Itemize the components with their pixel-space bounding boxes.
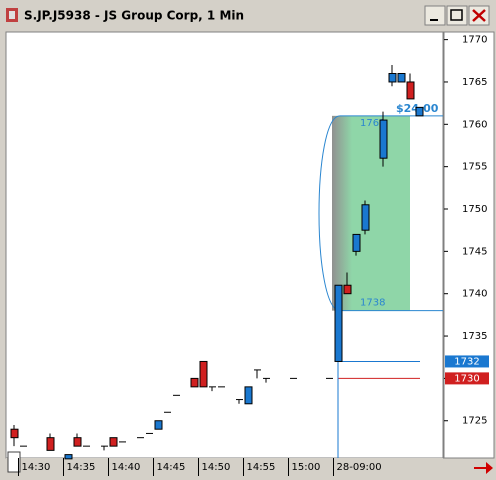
candle-body bbox=[46, 437, 55, 451]
candle-body bbox=[397, 72, 406, 83]
price-tag bbox=[445, 372, 489, 385]
candle-body bbox=[236, 399, 243, 401]
candle-body bbox=[218, 386, 225, 388]
candle-body bbox=[263, 377, 270, 379]
candle-body bbox=[173, 394, 180, 396]
y-tick-label: 1765 bbox=[462, 77, 487, 88]
y-tick-label: 1735 bbox=[462, 331, 487, 342]
candle-body bbox=[379, 119, 388, 159]
candle-body bbox=[64, 454, 73, 460]
y-tick-label: 1760 bbox=[462, 119, 487, 130]
x-tick-label: 14:35 bbox=[67, 462, 96, 473]
y-tick-label: 1745 bbox=[462, 246, 487, 257]
candle-body bbox=[101, 445, 108, 447]
close-button[interactable] bbox=[468, 5, 490, 26]
x-tick-label: 28-09:00 bbox=[337, 462, 382, 473]
candle-body bbox=[209, 386, 216, 388]
candle-body bbox=[164, 411, 171, 413]
candle-body bbox=[190, 377, 199, 388]
y-tick-label: 1755 bbox=[462, 162, 487, 173]
y-tick-label: 1770 bbox=[462, 35, 487, 46]
x-tick-label: 14:55 bbox=[247, 462, 276, 473]
candle-body bbox=[146, 432, 153, 434]
measure-low-label: 1738 bbox=[360, 298, 385, 309]
price-axis bbox=[443, 31, 495, 459]
y-tick-label: 1750 bbox=[462, 204, 487, 215]
candle-body bbox=[119, 441, 126, 443]
candle-body bbox=[199, 360, 208, 388]
price-tag bbox=[445, 355, 489, 368]
y-tick-label: 1740 bbox=[462, 289, 487, 300]
plot-layer: 1725 1730 1735 1740 1745 1750 1755 1760 1765 1770… bbox=[10, 35, 489, 476]
x-tick-label: 14:50 bbox=[202, 462, 231, 473]
measure-arc bbox=[318, 115, 341, 312]
scroll-box[interactable] bbox=[7, 451, 21, 473]
candle-body bbox=[326, 377, 333, 379]
price-tag-label: 1732 bbox=[454, 356, 479, 367]
x-tick-label: 14:45 bbox=[157, 462, 186, 473]
candle-body bbox=[83, 445, 90, 447]
candle-body bbox=[244, 386, 253, 405]
app-icon-inner bbox=[9, 11, 15, 19]
maximize-button[interactable] bbox=[446, 5, 468, 26]
y-tick-label: 1725 bbox=[462, 416, 487, 427]
candle-body bbox=[154, 420, 163, 430]
candle-body bbox=[290, 377, 297, 379]
candle-body bbox=[254, 369, 261, 371]
window-title: S.JP.J5938 - JS Group Corp, 1 Min bbox=[24, 9, 244, 23]
candle-body bbox=[20, 445, 27, 447]
candle-body bbox=[137, 437, 144, 439]
measure-shade bbox=[332, 115, 352, 311]
candle-body bbox=[361, 204, 370, 231]
candle-body bbox=[109, 437, 118, 447]
candle-body bbox=[388, 72, 397, 83]
candle-body bbox=[10, 428, 19, 439]
x-tick-label: 14:30 bbox=[22, 462, 51, 473]
x-tick-label: 14:40 bbox=[112, 462, 141, 473]
candle-body bbox=[352, 233, 361, 252]
candle-body bbox=[343, 284, 352, 295]
candle-body bbox=[415, 106, 424, 117]
minimize-button[interactable] bbox=[424, 5, 446, 26]
scroll-arrow[interactable] bbox=[474, 462, 493, 474]
candle-body bbox=[73, 437, 82, 447]
measure-high-label: 1761 bbox=[360, 118, 385, 129]
candle-body bbox=[406, 81, 415, 100]
x-tick-label: 15:00 bbox=[292, 462, 321, 473]
candle-body bbox=[334, 284, 343, 362]
price-tag-label: 1730 bbox=[454, 373, 479, 384]
